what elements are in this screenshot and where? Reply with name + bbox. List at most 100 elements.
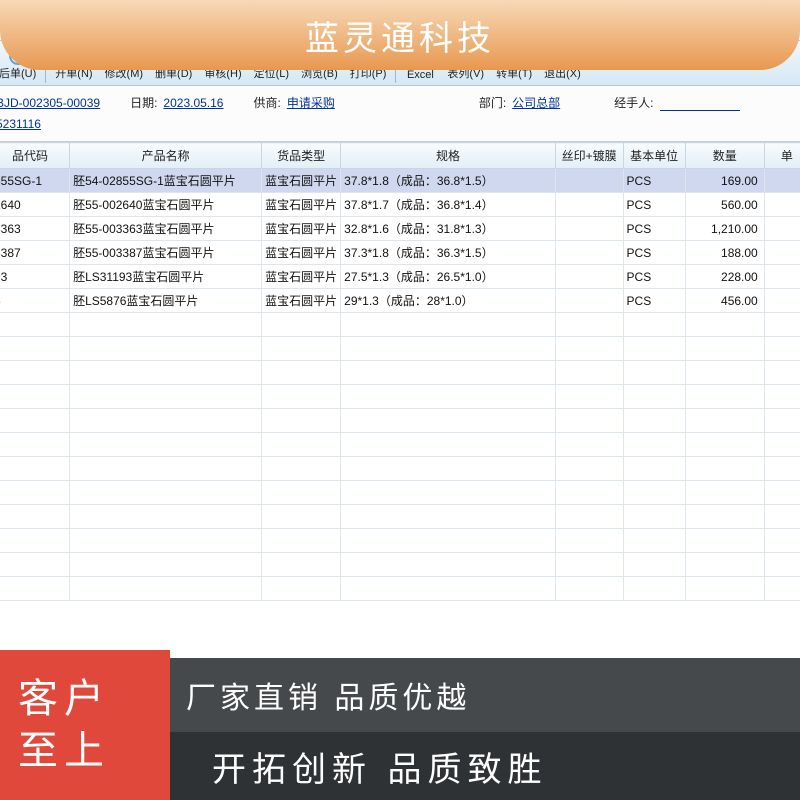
- cell-empty[interactable]: [262, 385, 341, 409]
- cell-empty[interactable]: [70, 409, 262, 433]
- cell-type[interactable]: 蓝宝石圆平片: [262, 289, 341, 313]
- cell-name[interactable]: 胚55-003387蓝宝石圆平片: [70, 241, 262, 265]
- cell-spec[interactable]: 32.8*1.6（成品：31.8*1.3）: [341, 217, 556, 241]
- table-row-empty[interactable]: [0, 553, 800, 577]
- supplier-value[interactable]: 申请采购: [287, 94, 427, 111]
- cell-empty[interactable]: [70, 433, 262, 457]
- cell-empty[interactable]: [555, 385, 623, 409]
- cell-code[interactable]: 355SG-1: [0, 169, 70, 193]
- cell-empty[interactable]: [623, 385, 685, 409]
- cell-silk[interactable]: [555, 169, 623, 193]
- table-row-empty[interactable]: [0, 409, 800, 433]
- cell-unit[interactable]: PCS: [623, 241, 685, 265]
- grid-header-unit[interactable]: 基本单位: [623, 143, 685, 169]
- cell-empty[interactable]: [262, 433, 341, 457]
- cell-empty[interactable]: [341, 577, 556, 601]
- cell-empty[interactable]: [0, 457, 70, 481]
- cell-code[interactable]: 5: [0, 289, 70, 313]
- cell-empty[interactable]: [555, 457, 623, 481]
- cell-spec[interactable]: 37.8*1.7（成品：36.8*1.4）: [341, 193, 556, 217]
- cell-empty[interactable]: [764, 529, 800, 553]
- cell-unit[interactable]: PCS: [623, 289, 685, 313]
- cell-empty[interactable]: [623, 433, 685, 457]
- dept-value[interactable]: 公司总部: [512, 94, 562, 111]
- memo-value[interactable]: 5231116: [0, 117, 756, 131]
- cell-unit[interactable]: PCS: [623, 265, 685, 289]
- cell-empty[interactable]: [764, 433, 800, 457]
- cell-empty[interactable]: [555, 409, 623, 433]
- cell-empty[interactable]: [555, 505, 623, 529]
- table-row-empty[interactable]: [0, 313, 800, 337]
- cell-empty[interactable]: [764, 553, 800, 577]
- handler-input[interactable]: [660, 96, 740, 111]
- cell-empty[interactable]: [70, 361, 262, 385]
- cell-empty[interactable]: [0, 361, 70, 385]
- cell-empty[interactable]: [0, 505, 70, 529]
- cell-empty[interactable]: [0, 337, 70, 361]
- cell-empty[interactable]: [555, 313, 623, 337]
- table-row-empty[interactable]: [0, 481, 800, 505]
- cell-spec[interactable]: 37.3*1.8（成品：36.3*1.5）: [341, 241, 556, 265]
- cell-empty[interactable]: [623, 409, 685, 433]
- cell-empty[interactable]: [623, 313, 685, 337]
- cell-empty[interactable]: [70, 553, 262, 577]
- grid-header-price[interactable]: 单: [764, 143, 800, 169]
- cell-empty[interactable]: [0, 529, 70, 553]
- grid-header-type[interactable]: 货品类型: [262, 143, 341, 169]
- cell-price[interactable]: [764, 289, 800, 313]
- cell-empty[interactable]: [555, 577, 623, 601]
- cell-silk[interactable]: [555, 193, 623, 217]
- cell-empty[interactable]: [623, 577, 685, 601]
- cell-silk[interactable]: [555, 241, 623, 265]
- cell-empty[interactable]: [70, 481, 262, 505]
- cell-empty[interactable]: [341, 337, 556, 361]
- cell-empty[interactable]: [685, 553, 764, 577]
- cell-empty[interactable]: [555, 433, 623, 457]
- table-row-empty[interactable]: [0, 337, 800, 361]
- data-grid[interactable]: 品代码产品名称货品类型规格丝印+镀膜基本单位数量单355SG-1胚54-0285…: [0, 142, 800, 601]
- grid-header-name[interactable]: 产品名称: [70, 143, 262, 169]
- cell-empty[interactable]: [262, 505, 341, 529]
- cell-name[interactable]: 胚55-003363蓝宝石圆平片: [70, 217, 262, 241]
- cell-empty[interactable]: [70, 577, 262, 601]
- cell-empty[interactable]: [262, 553, 341, 577]
- cell-silk[interactable]: [555, 217, 623, 241]
- cell-spec[interactable]: 37.8*1.8（成品：36.8*1.5）: [341, 169, 556, 193]
- cell-empty[interactable]: [70, 529, 262, 553]
- cell-code[interactable]: 3387: [0, 241, 70, 265]
- cell-empty[interactable]: [685, 481, 764, 505]
- cell-empty[interactable]: [685, 433, 764, 457]
- cell-empty[interactable]: [262, 313, 341, 337]
- cell-empty[interactable]: [685, 337, 764, 361]
- grid-header-silk[interactable]: 丝印+镀膜: [555, 143, 623, 169]
- cell-empty[interactable]: [623, 553, 685, 577]
- cell-empty[interactable]: [70, 505, 262, 529]
- cell-empty[interactable]: [0, 481, 70, 505]
- cell-empty[interactable]: [262, 481, 341, 505]
- table-row[interactable]: 93胚LS31193蓝宝石圆平片蓝宝石圆平片27.5*1.3（成品：26.5*1…: [0, 265, 800, 289]
- cell-empty[interactable]: [685, 361, 764, 385]
- cell-unit[interactable]: PCS: [623, 217, 685, 241]
- cell-empty[interactable]: [341, 385, 556, 409]
- table-row-empty[interactable]: [0, 433, 800, 457]
- cell-name[interactable]: 胚54-02855SG-1蓝宝石圆平片: [70, 169, 262, 193]
- cell-empty[interactable]: [685, 529, 764, 553]
- cell-name[interactable]: 胚LS5876蓝宝石圆平片: [70, 289, 262, 313]
- cell-empty[interactable]: [341, 505, 556, 529]
- cell-empty[interactable]: [764, 385, 800, 409]
- cell-empty[interactable]: [764, 505, 800, 529]
- cell-empty[interactable]: [341, 553, 556, 577]
- cell-empty[interactable]: [555, 361, 623, 385]
- cell-qty[interactable]: 228.00: [685, 265, 764, 289]
- cell-qty[interactable]: 169.00: [685, 169, 764, 193]
- cell-empty[interactable]: [262, 577, 341, 601]
- table-row[interactable]: 2640胚55-002640蓝宝石圆平片蓝宝石圆平片37.8*1.7（成品：36…: [0, 193, 800, 217]
- cell-type[interactable]: 蓝宝石圆平片: [262, 217, 341, 241]
- table-row[interactable]: 5胚LS5876蓝宝石圆平片蓝宝石圆平片29*1.3（成品：28*1.0） PCS…: [0, 289, 800, 313]
- cell-unit[interactable]: PCS: [623, 169, 685, 193]
- cell-empty[interactable]: [685, 385, 764, 409]
- cell-empty[interactable]: [685, 577, 764, 601]
- cell-empty[interactable]: [0, 313, 70, 337]
- grid-header-spec[interactable]: 规格: [341, 143, 556, 169]
- cell-spec[interactable]: 29*1.3（成品：28*1.0）: [341, 289, 556, 313]
